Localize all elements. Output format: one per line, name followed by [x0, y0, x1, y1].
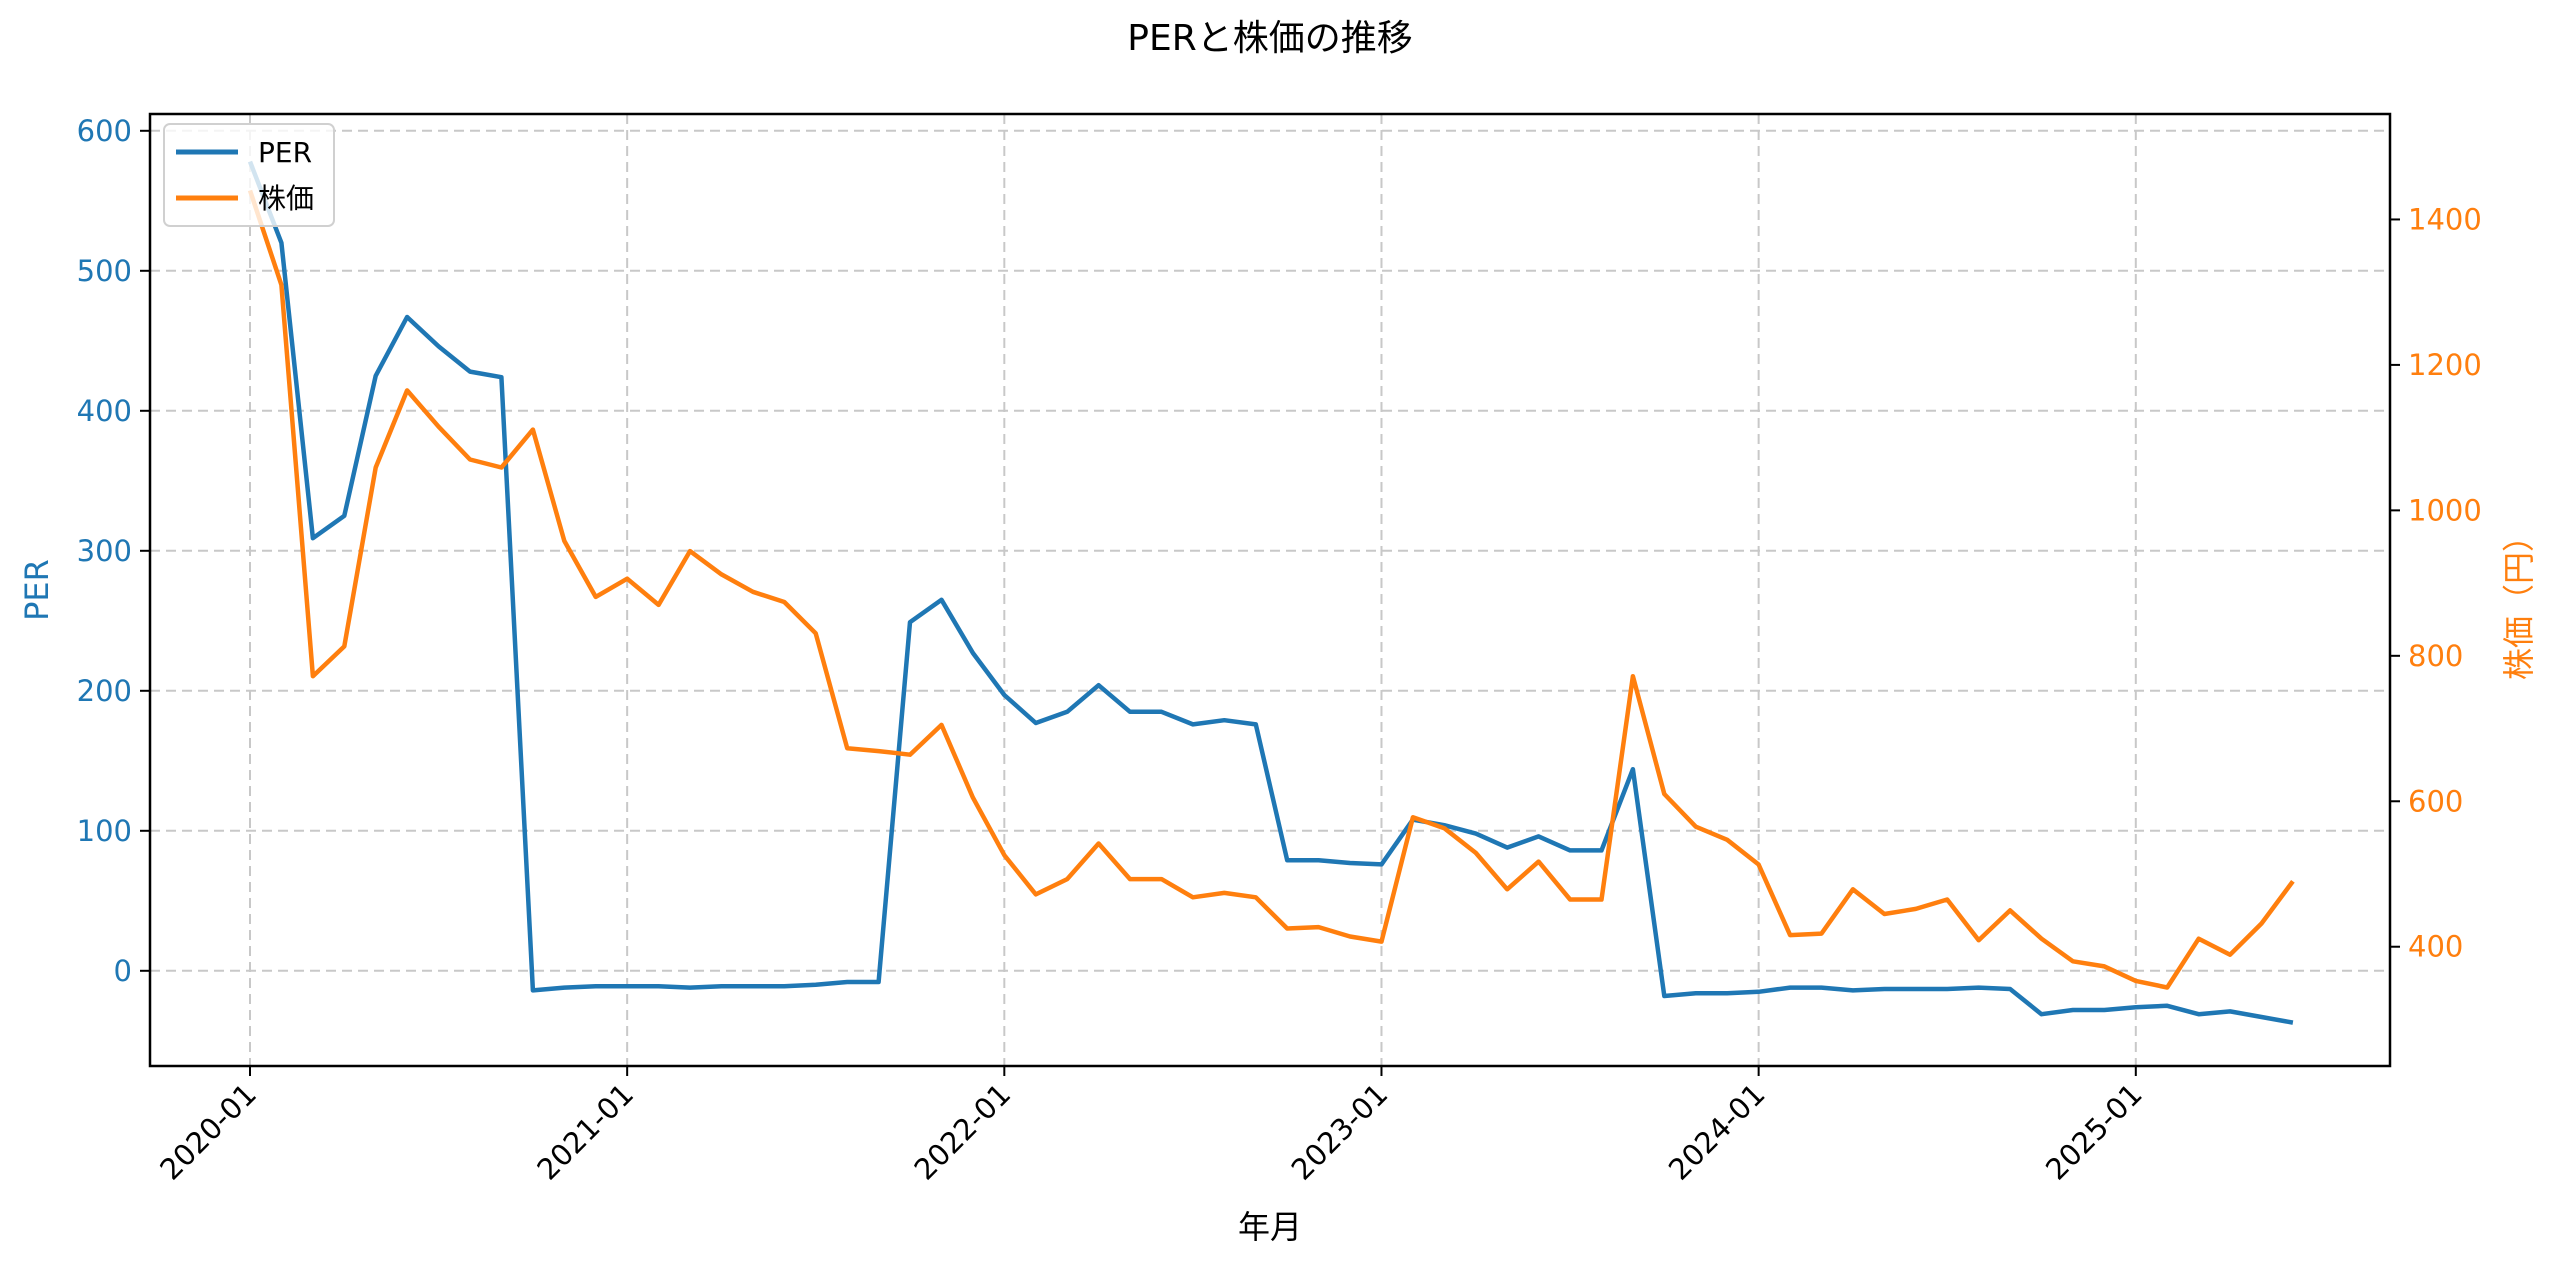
grid-lines [150, 114, 2390, 1066]
left-tick-label: 200 [77, 674, 132, 708]
left-y-axis: 0 100 200 300 400 500 600 [77, 114, 150, 988]
right-tick-label: 600 [2408, 784, 2463, 818]
x-tick-label: 2021-01 [530, 1077, 640, 1187]
plot-frame [148, 112, 2392, 1068]
x-tick-label: 2025-01 [2039, 1077, 2149, 1187]
left-tick-label: 300 [77, 534, 132, 568]
legend: PER 株価 [163, 123, 335, 227]
right-tick-label: 1200 [2408, 348, 2482, 382]
chart-title: PERと株価の推移 [1127, 18, 1412, 59]
per-line [247, 160, 2294, 1025]
left-axis-label: PER [18, 559, 56, 621]
right-y-axis: 400 600 800 1000 1200 1400 [2390, 202, 2482, 964]
x-tick-label: 2024-01 [1662, 1077, 1772, 1187]
left-tick-label: 0 [114, 954, 132, 988]
price-line [247, 189, 2295, 990]
left-tick-label: 600 [77, 114, 132, 148]
legend-price-label: 株価 [258, 182, 314, 215]
left-tick-label: 100 [77, 814, 132, 848]
x-tick-label: 2020-01 [153, 1077, 263, 1187]
x-tick-label: 2023-01 [1285, 1077, 1395, 1187]
legend-per-label: PER [258, 136, 312, 169]
right-tick-label: 400 [2408, 930, 2463, 964]
right-tick-label: 800 [2408, 639, 2463, 673]
x-axis: 2020-01 2021-01 2022-01 2023-01 2024-01 2025-… [153, 1066, 2149, 1187]
x-tick-label: 2022-01 [908, 1077, 1018, 1187]
data-series [247, 160, 2295, 1025]
right-tick-label: 1400 [2408, 202, 2482, 236]
left-tick-label: 400 [77, 394, 132, 428]
right-axis-label: 株価（円） [2500, 520, 2538, 680]
x-axis-label: 年月 [1238, 1208, 1302, 1246]
left-tick-label: 500 [77, 254, 132, 288]
right-tick-label: 1000 [2408, 493, 2482, 527]
